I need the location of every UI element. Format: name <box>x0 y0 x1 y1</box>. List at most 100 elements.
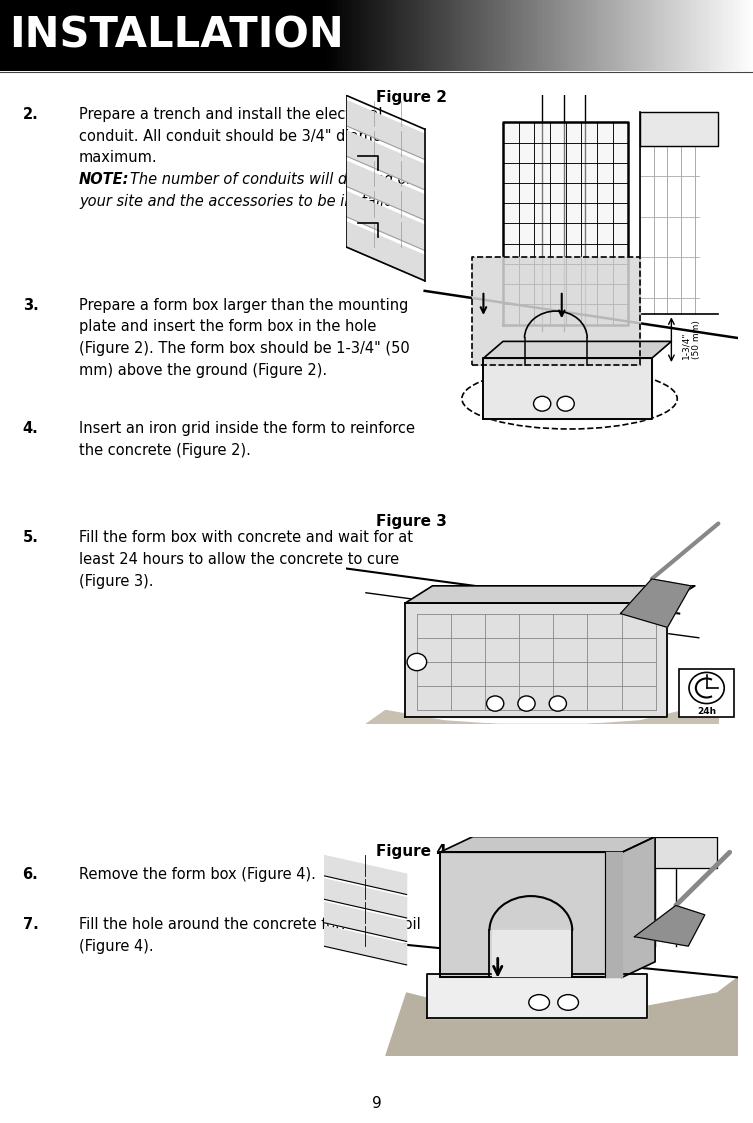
Polygon shape <box>405 586 695 603</box>
Polygon shape <box>346 191 425 250</box>
Circle shape <box>557 396 575 411</box>
Polygon shape <box>483 341 672 358</box>
Circle shape <box>689 673 724 703</box>
Bar <box>574 0 578 71</box>
Bar <box>599 0 602 71</box>
Bar <box>645 0 649 71</box>
Polygon shape <box>346 221 425 281</box>
Bar <box>381 0 385 71</box>
Bar <box>614 0 617 71</box>
Text: The number of conduits will depend on: The number of conduits will depend on <box>130 172 416 188</box>
Bar <box>639 0 642 71</box>
Polygon shape <box>620 579 691 628</box>
Text: 2.: 2. <box>23 107 38 121</box>
Bar <box>671 0 675 71</box>
Polygon shape <box>440 837 655 852</box>
Text: (Figure 4).: (Figure 4). <box>79 939 154 955</box>
Bar <box>553 0 556 71</box>
Bar <box>517 0 520 71</box>
Text: (Figure 3).: (Figure 3). <box>79 574 154 588</box>
Text: NOTE:: NOTE: <box>79 172 130 188</box>
Bar <box>679 669 734 718</box>
Bar <box>428 0 431 71</box>
Bar <box>596 0 599 71</box>
Polygon shape <box>405 603 667 718</box>
Bar <box>492 0 495 71</box>
Bar <box>667 0 671 71</box>
Polygon shape <box>640 112 718 146</box>
Polygon shape <box>440 852 622 977</box>
Bar <box>721 0 724 71</box>
Bar <box>703 0 706 71</box>
Text: INSTALLATION: INSTALLATION <box>9 15 344 56</box>
Text: plate and insert the form box in the hole: plate and insert the form box in the hol… <box>79 319 376 335</box>
Bar <box>649 0 653 71</box>
Bar <box>399 0 402 71</box>
Bar <box>413 0 416 71</box>
Bar <box>578 0 581 71</box>
Bar <box>585 0 589 71</box>
Bar <box>373 0 377 71</box>
Polygon shape <box>471 257 640 365</box>
Bar <box>503 0 506 71</box>
Bar <box>700 0 703 71</box>
Bar <box>402 0 406 71</box>
Bar <box>620 0 624 71</box>
Bar <box>438 0 442 71</box>
Polygon shape <box>346 130 425 190</box>
Bar <box>531 0 535 71</box>
Bar <box>549 0 553 71</box>
Bar <box>499 0 502 71</box>
Text: least 24 hours to allow the concrete to cure: least 24 hours to allow the concrete to … <box>79 551 399 567</box>
Bar <box>528 0 532 71</box>
Polygon shape <box>324 879 407 917</box>
Polygon shape <box>324 925 407 965</box>
Bar <box>334 0 338 71</box>
Bar <box>714 0 717 71</box>
Bar <box>485 0 488 71</box>
Polygon shape <box>605 852 622 977</box>
Bar <box>567 0 571 71</box>
Polygon shape <box>366 696 718 728</box>
Bar <box>342 0 345 71</box>
Bar <box>324 0 328 71</box>
Bar <box>449 0 453 71</box>
Polygon shape <box>324 856 407 895</box>
Bar <box>717 0 721 71</box>
Bar <box>631 0 635 71</box>
Bar <box>395 0 399 71</box>
Bar <box>514 0 517 71</box>
Text: 4.: 4. <box>23 421 38 436</box>
Text: Figure 4: Figure 4 <box>376 844 447 859</box>
Bar <box>360 0 363 71</box>
Bar <box>538 0 542 71</box>
Bar <box>459 0 463 71</box>
Bar <box>488 0 492 71</box>
Bar <box>377 0 381 71</box>
Bar <box>692 0 696 71</box>
Bar <box>356 0 360 71</box>
Bar <box>520 0 524 71</box>
Text: 1-3/4"
(50 mm): 1-3/4" (50 mm) <box>681 320 700 359</box>
Bar <box>445 0 449 71</box>
Text: mm) above the ground (Figure 2).: mm) above the ground (Figure 2). <box>79 364 328 378</box>
Bar <box>506 0 510 71</box>
Circle shape <box>549 696 566 711</box>
Bar <box>406 0 410 71</box>
Text: 9: 9 <box>372 1096 381 1112</box>
Bar <box>349 0 352 71</box>
Text: 3.: 3. <box>23 298 38 312</box>
Text: the concrete (Figure 2).: the concrete (Figure 2). <box>79 444 251 458</box>
Bar <box>678 0 681 71</box>
Circle shape <box>518 696 535 711</box>
Bar <box>681 0 685 71</box>
Text: (Figure 2). The form box should be 1-3/4" (50: (Figure 2). The form box should be 1-3/4… <box>79 341 410 356</box>
Bar <box>392 0 395 71</box>
Bar <box>363 0 367 71</box>
Text: conduit. All conduit should be 3/4" diameter: conduit. All conduit should be 3/4" diam… <box>79 128 403 144</box>
Polygon shape <box>386 977 738 1056</box>
Polygon shape <box>622 837 717 868</box>
Polygon shape <box>622 837 655 977</box>
Bar <box>592 0 596 71</box>
Bar <box>685 0 688 71</box>
